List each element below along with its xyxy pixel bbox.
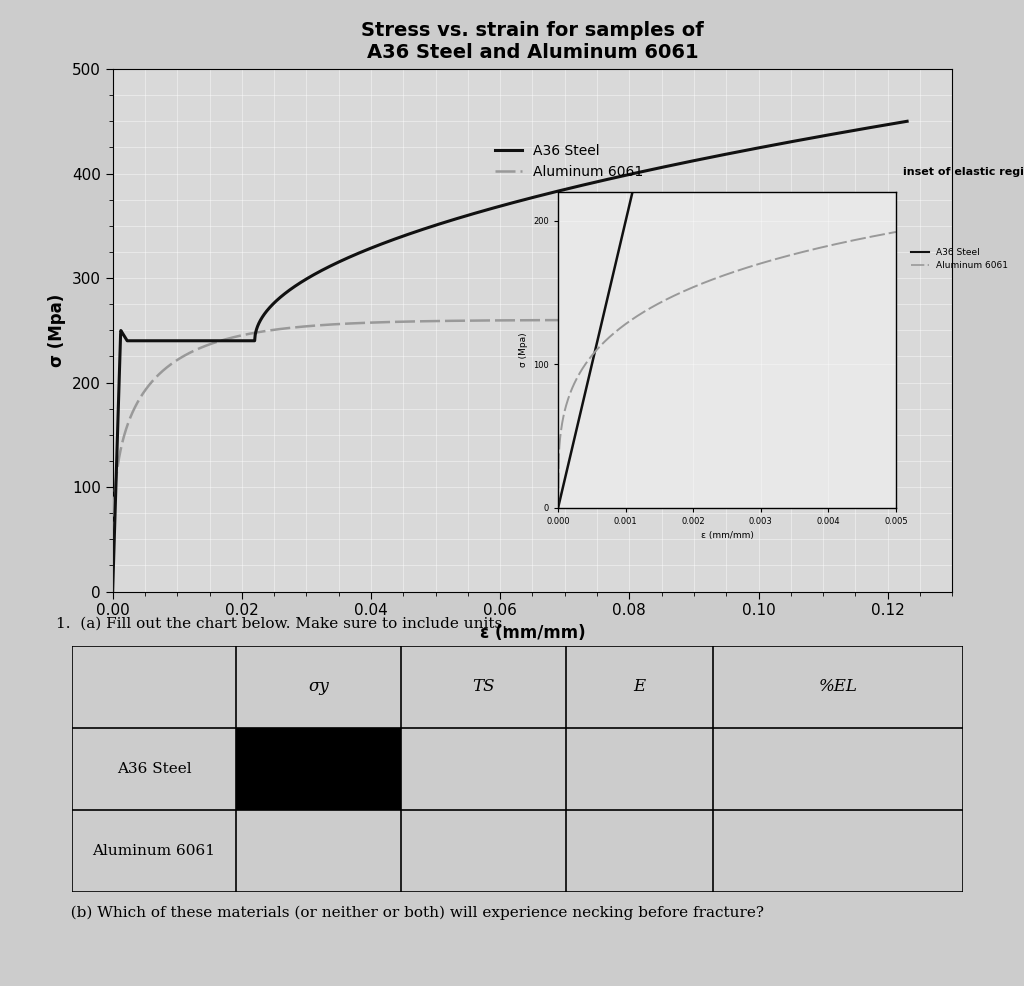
Y-axis label: σ (Mpa): σ (Mpa)	[519, 332, 527, 368]
Text: E: E	[634, 678, 646, 695]
Legend: A36 Steel, Aluminum 6061: A36 Steel, Aluminum 6061	[907, 245, 1012, 274]
Y-axis label: σ (Mpa): σ (Mpa)	[48, 294, 67, 367]
Text: TS: TS	[472, 678, 495, 695]
Text: Aluminum 6061: Aluminum 6061	[92, 844, 216, 858]
Bar	[237, 728, 401, 810]
Text: 1.  (a) Fill out the chart below. Make sure to include units.: 1. (a) Fill out the chart below. Make su…	[56, 616, 507, 630]
Title: Stress vs. strain for samples of
A36 Steel and Aluminum 6061: Stress vs. strain for samples of A36 Ste…	[361, 21, 703, 62]
Text: σy: σy	[308, 678, 330, 695]
Text: A36 Steel: A36 Steel	[117, 762, 191, 776]
Text: inset of elastic region: inset of elastic region	[903, 167, 1024, 177]
Text: (b) Which of these materials (or neither or both) will experience necking before: (b) Which of these materials (or neither…	[56, 905, 764, 920]
Text: %EL: %EL	[818, 678, 857, 695]
Legend: A36 Steel, Aluminum 6061: A36 Steel, Aluminum 6061	[489, 139, 649, 184]
X-axis label: ε (mm/mm): ε (mm/mm)	[700, 531, 754, 540]
X-axis label: ε (mm/mm): ε (mm/mm)	[479, 624, 586, 642]
